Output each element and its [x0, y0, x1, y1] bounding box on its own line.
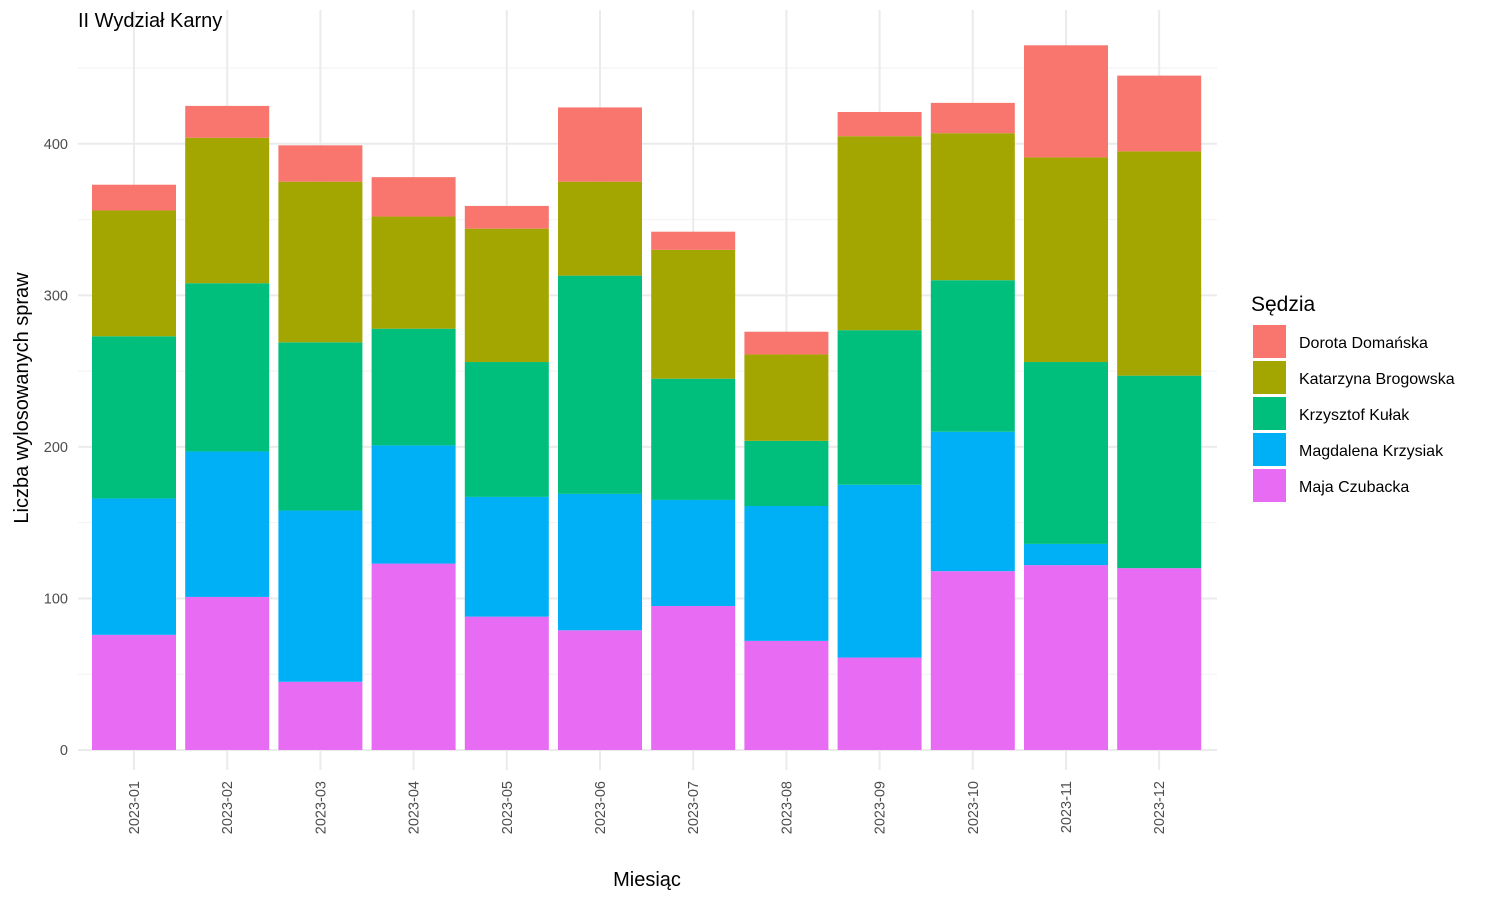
bar-2023-09-2 [837, 330, 922, 485]
bar-2023-01-4 [92, 634, 176, 750]
y-axis-title: Liczba wylosowanych spraw [11, 272, 33, 524]
x-tick-label-11: 2023-12 [1152, 781, 1168, 834]
legend: Sędzia Dorota Domańska Katarzyna Brogowsk… [1251, 293, 1455, 502]
y-tick-label-1: 100 [44, 591, 68, 607]
bar-2023-12-2 [1117, 375, 1202, 569]
bar-2023-09-4 [837, 657, 922, 750]
bar-2023-10-1 [930, 133, 1015, 281]
x-tick-label-3: 2023-04 [407, 781, 423, 834]
bar-2023-08-0 [744, 331, 829, 355]
chart-title: II Wydział Karny [78, 10, 222, 32]
legend-key-3 [1253, 433, 1286, 466]
legend-label-2: Krzysztof Kułak [1299, 407, 1410, 424]
legend-label-3: Magdalena Krzysiak [1299, 443, 1444, 460]
legend-key-2 [1253, 397, 1286, 430]
legend-label-0: Dorota Domańska [1299, 335, 1428, 352]
bar-2023-11-1 [1024, 157, 1108, 363]
bar-2023-07-4 [651, 606, 736, 750]
bar-2023-03-1 [278, 181, 363, 343]
bar-2023-01-3 [92, 498, 176, 635]
bar-2023-06-3 [558, 493, 642, 631]
bar-2023-11-0 [1024, 45, 1108, 158]
bar-2023-09-0 [837, 111, 922, 137]
bar-2023-03-0 [278, 145, 363, 182]
bar-2023-09-3 [837, 484, 922, 658]
bar-2023-11-3 [1024, 543, 1108, 566]
y-axis-tick-labels: 0 100 200 300 400 [44, 137, 68, 759]
bar-2023-08-4 [744, 640, 829, 750]
bar-2023-12-4 [1117, 568, 1202, 750]
x-tick-label-7: 2023-08 [779, 781, 795, 834]
x-tick-label-2: 2023-03 [313, 781, 329, 834]
bar-2023-06-2 [558, 275, 642, 494]
bar-2023-02-1 [185, 137, 270, 284]
bar-2023-04-3 [371, 445, 456, 564]
y-tick-label-0: 0 [60, 743, 68, 759]
bar-2023-07-3 [651, 499, 736, 607]
x-tick-label-8: 2023-09 [873, 781, 889, 834]
bar-2023-11-2 [1024, 362, 1108, 544]
x-axis-tick-labels: 2023-01 2023-02 2023-03 2023-04 2023-05 2023-… [127, 781, 1168, 834]
bar-2023-02-3 [185, 451, 270, 597]
bar-2023-12-1 [1117, 151, 1202, 376]
bar-2023-04-4 [371, 563, 456, 750]
bar-2023-06-0 [558, 107, 642, 182]
bar-2023-08-2 [744, 440, 829, 507]
bar-2023-08-3 [744, 506, 829, 641]
bar-2023-10-4 [930, 571, 1015, 750]
legend-key-4 [1253, 469, 1286, 502]
bar-2023-02-4 [185, 596, 270, 750]
legend-label-1: Katarzyna Brogowska [1299, 371, 1455, 388]
bar-2023-05-4 [464, 616, 549, 750]
bar-2023-05-0 [464, 205, 549, 229]
x-tick-label-1: 2023-02 [220, 781, 236, 834]
bar-2023-02-2 [185, 283, 270, 452]
y-tick-label-2: 200 [44, 440, 68, 456]
bar-2023-07-1 [651, 249, 736, 379]
bar-2023-08-1 [744, 354, 829, 441]
bar-2023-10-0 [930, 102, 1015, 134]
bar-2023-05-3 [464, 496, 549, 617]
bar-2023-03-3 [278, 510, 363, 682]
legend-key-0 [1253, 325, 1286, 358]
bar-2023-01-2 [92, 336, 176, 499]
x-tick-label-5: 2023-06 [593, 781, 609, 834]
bar-2023-06-1 [558, 181, 642, 276]
bar-2023-12-0 [1117, 75, 1202, 152]
x-tick-label-9: 2023-10 [966, 781, 982, 834]
bar-2023-09-1 [837, 136, 922, 331]
bar-2023-07-2 [651, 378, 736, 500]
bar-2023-10-2 [930, 280, 1015, 432]
x-axis-title: Miesiąc [613, 869, 681, 891]
bar-2023-11-4 [1024, 565, 1108, 750]
x-tick-label-6: 2023-07 [686, 781, 702, 834]
bar-2023-05-2 [464, 362, 549, 497]
bar-2023-04-0 [371, 177, 456, 217]
bar-2023-01-0 [92, 184, 176, 211]
bar-2023-03-2 [278, 342, 363, 511]
y-tick-label-3: 300 [44, 288, 68, 304]
x-tick-label-10: 2023-11 [1059, 781, 1075, 833]
bar-2023-07-0 [651, 231, 736, 250]
legend-title: Sędzia [1251, 293, 1316, 316]
legend-label-4: Maja Czubacka [1299, 479, 1409, 496]
bar-2023-10-3 [930, 431, 1015, 572]
x-tick-label-4: 2023-05 [500, 781, 516, 834]
bars [92, 45, 1202, 750]
bar-2023-01-1 [92, 210, 176, 337]
bar-2023-06-4 [558, 630, 642, 750]
bar-2023-02-0 [185, 105, 270, 138]
bar-2023-04-2 [371, 328, 456, 446]
bar-2023-04-1 [371, 216, 456, 329]
y-tick-label-4: 400 [44, 137, 68, 153]
legend-key-1 [1253, 361, 1286, 394]
bar-2023-05-1 [464, 228, 549, 363]
bar-2023-03-4 [278, 681, 363, 750]
x-tick-label-0: 2023-01 [127, 781, 143, 834]
